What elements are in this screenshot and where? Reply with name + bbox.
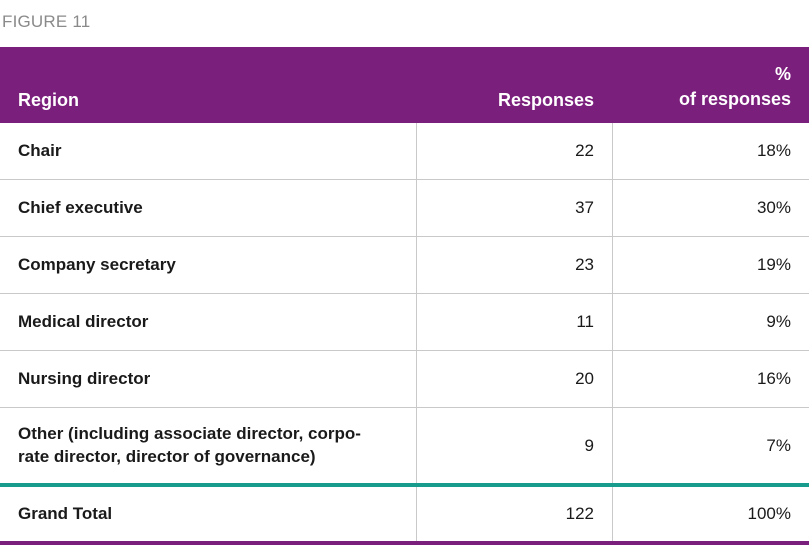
header-percent-symbol: %: [774, 64, 791, 85]
row-region: Nursing director: [18, 369, 151, 388]
row-region: Company secretary: [18, 255, 176, 274]
header-region: Region: [18, 90, 79, 110]
row-region-line-1: Other (including associate director, cor…: [18, 423, 361, 443]
total-percent: 100%: [612, 487, 809, 541]
total-divider: [0, 483, 809, 487]
header-percent: % of responses: [612, 47, 809, 123]
total-responses: 122: [416, 487, 612, 541]
row-responses: 9: [416, 408, 612, 483]
table-row: Chief executive 37 30%: [0, 180, 809, 237]
figure-label: FIGURE 11: [2, 12, 91, 31]
row-region-line-2: rate director, director of governance): [18, 446, 316, 466]
table-row: Chair 22 18%: [0, 123, 809, 180]
row-responses: 37: [416, 180, 612, 236]
row-region: Medical director: [18, 312, 149, 331]
responses-table: Region Responses % of responses Chair 22…: [0, 47, 809, 545]
total-label: Grand Total: [18, 504, 113, 523]
row-responses: 20: [416, 351, 612, 407]
row-region: Chair: [18, 141, 62, 160]
row-percent: 30%: [612, 180, 809, 236]
header-responses: Responses: [497, 90, 594, 110]
table-row: Medical director 11 9%: [0, 294, 809, 351]
row-responses: 22: [416, 123, 612, 179]
table-header-row: Region Responses % of responses: [0, 47, 809, 123]
total-row: Grand Total 122 100%: [0, 487, 809, 541]
bottom-rule: [0, 541, 809, 545]
table-row: Nursing director 20 16%: [0, 351, 809, 408]
table-row: Other (including associate director, cor…: [0, 408, 809, 483]
row-percent: 18%: [612, 123, 809, 179]
row-percent: 19%: [612, 237, 809, 293]
row-region: Chief executive: [18, 198, 143, 217]
header-percent-label: of responses: [678, 88, 791, 109]
row-responses: 23: [416, 237, 612, 293]
row-responses: 11: [416, 294, 612, 350]
row-percent: 9%: [612, 294, 809, 350]
row-percent: 16%: [612, 351, 809, 407]
table-row: Company secretary 23 19%: [0, 237, 809, 294]
row-percent: 7%: [612, 408, 809, 483]
row-region: Other (including associate director, cor…: [0, 408, 416, 483]
